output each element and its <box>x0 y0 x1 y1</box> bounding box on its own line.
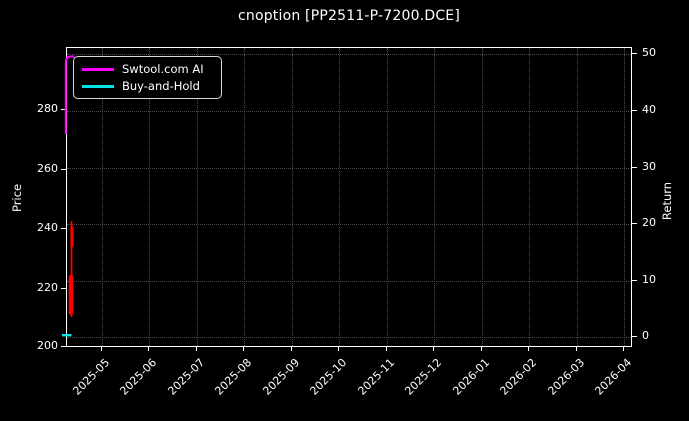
x-tick-mark <box>148 347 149 351</box>
y-tick-mark <box>632 223 637 224</box>
legend-label: Buy-and-Hold <box>122 79 200 93</box>
y-axis-tick-label: 50 <box>642 46 656 59</box>
gridline-h <box>67 168 631 169</box>
gridline-h <box>67 54 631 55</box>
x-tick-mark <box>433 347 434 351</box>
y-axis-tick-label: 40 <box>642 103 656 116</box>
y-tick-mark <box>632 167 637 168</box>
ai-return-line <box>64 55 75 134</box>
y-tick-mark <box>632 53 637 54</box>
gridline-v <box>339 48 340 346</box>
x-tick-mark <box>386 347 387 351</box>
gridline-v <box>197 48 198 346</box>
x-tick-mark <box>101 347 102 351</box>
y-tick-mark <box>61 169 66 170</box>
y-tick-mark <box>61 288 66 289</box>
gridline-v <box>529 48 530 346</box>
y-tick-mark <box>61 109 66 110</box>
x-tick-mark <box>291 347 292 351</box>
y-tick-mark <box>632 110 637 111</box>
x-tick-mark <box>338 347 339 351</box>
y-tick-mark <box>61 228 66 229</box>
gridline-v <box>482 48 483 346</box>
y-axis-tick-label: 20 <box>642 216 656 229</box>
gridline-v <box>434 48 435 346</box>
gridline-v <box>292 48 293 346</box>
gridline-v <box>577 48 578 346</box>
y-axis-tick-label: 200 <box>37 339 58 352</box>
gridline-v <box>387 48 388 346</box>
x-tick-mark <box>576 347 577 351</box>
gridline-h <box>67 224 631 225</box>
gridline-v <box>149 48 150 346</box>
gridline-v <box>244 48 245 346</box>
y-axis-tick-label: 10 <box>642 273 656 286</box>
ai-line-swatch <box>82 67 114 71</box>
x-tick-mark <box>243 347 244 351</box>
y-tick-mark <box>61 346 66 347</box>
y-axis-tick-label: 260 <box>37 162 58 175</box>
legend-item-buy-and-hold: Buy-and-Hold <box>82 79 213 93</box>
y-axis-tick-label: 240 <box>37 221 58 234</box>
y-axis-tick-label: 220 <box>37 281 58 294</box>
y-tick-mark <box>632 280 637 281</box>
x-tick-mark <box>481 347 482 351</box>
gridline-v <box>102 48 103 346</box>
y-tick-mark <box>632 336 637 337</box>
gridline-v <box>624 48 625 346</box>
y-axis-tick-label: 280 <box>37 102 58 115</box>
legend: Swtool.com AI Buy-and-Hold <box>73 56 222 99</box>
x-tick-mark <box>623 347 624 351</box>
y-axis-tick-label: 0 <box>642 329 649 342</box>
gridline-h <box>67 111 631 112</box>
buy-and-hold-line-swatch <box>82 84 114 88</box>
x-tick-mark <box>528 347 529 351</box>
y-axis-tick-label: 30 <box>642 160 656 173</box>
gridline-h <box>67 281 631 282</box>
chart-title: cnoption [PP2511-P-7200.DCE] <box>237 8 461 24</box>
legend-item-ai: Swtool.com AI <box>82 62 213 76</box>
legend-label: Swtool.com AI <box>122 62 204 76</box>
x-tick-mark <box>196 347 197 351</box>
gridline-h <box>67 337 631 338</box>
